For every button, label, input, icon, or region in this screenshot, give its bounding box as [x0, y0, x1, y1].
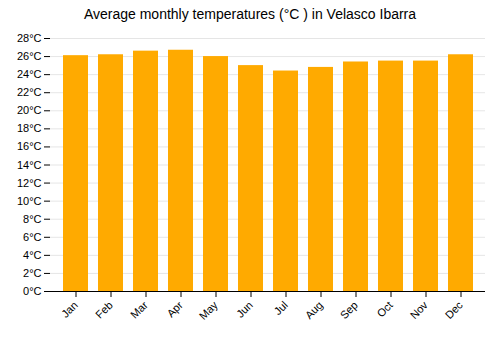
svg-text:0°C: 0°C	[23, 285, 42, 297]
svg-text:18°C: 18°C	[17, 122, 42, 134]
svg-text:Sep: Sep	[338, 299, 360, 321]
svg-text:26°C: 26°C	[17, 50, 42, 62]
svg-text:28°C: 28°C	[17, 32, 42, 44]
svg-text:Mar: Mar	[128, 299, 150, 321]
svg-text:6°C: 6°C	[23, 231, 42, 243]
svg-text:16°C: 16°C	[17, 140, 42, 152]
svg-text:8°C: 8°C	[23, 213, 42, 225]
svg-text:4°C: 4°C	[23, 249, 42, 261]
html-text:Average monthly temperatures (: Average monthly temperatures (°C ) in Ve…	[83, 6, 417, 22]
svg-text:May: May	[197, 298, 221, 322]
svg-text:20°C: 20°C	[17, 104, 42, 116]
svg-text:10°C: 10°C	[17, 195, 42, 207]
svg-text:Jun: Jun	[234, 299, 255, 320]
svg-text:Jul: Jul	[271, 299, 289, 317]
svg-text:Oct: Oct	[374, 299, 395, 320]
svg-text:Feb: Feb	[93, 299, 115, 321]
svg-text:24°C: 24°C	[17, 68, 42, 80]
svg-text:Jan: Jan	[59, 299, 80, 320]
svg-text:14°C: 14°C	[17, 159, 42, 171]
svg-text:Dec: Dec	[443, 298, 466, 321]
svg-text:22°C: 22°C	[17, 86, 42, 98]
svg-text:2°C: 2°C	[23, 267, 42, 279]
svg-text:12°C: 12°C	[17, 177, 42, 189]
svg-text:Aug: Aug	[303, 299, 325, 321]
svg-text:Nov: Nov	[408, 298, 431, 321]
svg-text:Apr: Apr	[164, 299, 185, 320]
